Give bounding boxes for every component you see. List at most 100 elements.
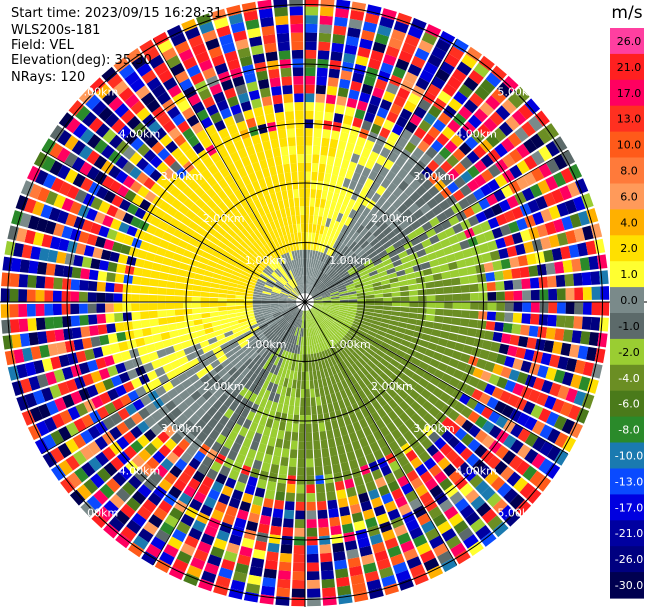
velocity-gate — [163, 544, 179, 558]
velocity-gate — [133, 329, 144, 339]
velocity-gate — [486, 282, 496, 292]
velocity-gate — [434, 315, 444, 323]
velocity-gate — [403, 225, 414, 235]
velocity-gate — [445, 253, 456, 263]
velocity-gate — [421, 437, 433, 450]
range-ring-label: 5.00km — [77, 86, 119, 99]
velocity-gate — [432, 322, 443, 330]
velocity-gate — [288, 466, 297, 476]
velocity-gate — [289, 6, 303, 16]
velocity-gate — [293, 288, 300, 296]
velocity-gate — [461, 433, 474, 447]
velocity-gate — [237, 337, 247, 345]
velocity-gate — [105, 293, 114, 302]
velocity-gate — [423, 61, 439, 76]
range-ring-label: 3.00km — [413, 422, 455, 435]
velocity-gate — [374, 476, 387, 489]
velocity-gate — [495, 415, 509, 429]
velocity-gate — [305, 284, 308, 294]
velocity-gate — [245, 583, 261, 594]
velocity-gate — [320, 290, 329, 295]
velocity-gate — [426, 365, 437, 375]
velocity-gate — [195, 226, 206, 236]
velocity-gate — [271, 174, 279, 185]
velocity-gate — [332, 401, 340, 412]
velocity-gate — [375, 349, 386, 358]
velocity-gate — [544, 395, 557, 410]
velocity-gate — [481, 486, 496, 501]
velocity-gate — [371, 192, 381, 203]
velocity-gate — [404, 329, 415, 337]
velocity-gate — [278, 318, 286, 326]
velocity-gate — [379, 322, 390, 329]
velocity-gate — [79, 315, 89, 326]
velocity-gate — [300, 223, 305, 233]
velocity-gate — [453, 441, 467, 455]
velocity-gate — [547, 428, 561, 444]
velocity-gate — [174, 309, 184, 316]
velocity-gate — [216, 434, 227, 446]
velocity-gate — [305, 171, 311, 181]
velocity-gate — [218, 289, 228, 294]
velocity-gate — [140, 394, 152, 407]
velocity-gate — [201, 286, 211, 292]
velocity-gate — [548, 205, 561, 220]
velocity-gate — [397, 168, 409, 180]
velocity-gate — [211, 183, 223, 194]
velocity-gate — [210, 111, 223, 124]
velocity-gate — [341, 323, 351, 331]
velocity-gate — [385, 349, 396, 359]
velocity-gate — [110, 375, 123, 387]
velocity-gate — [205, 265, 216, 273]
velocity-gate — [189, 358, 200, 368]
velocity-gate — [307, 267, 311, 276]
velocity-gate — [222, 513, 236, 526]
velocity-gate — [214, 501, 228, 514]
velocity-gate — [252, 209, 261, 219]
velocity-gate — [176, 521, 191, 535]
velocity-gate — [280, 291, 289, 296]
velocity-gate — [336, 232, 344, 242]
velocity-gate — [146, 224, 158, 235]
velocity-gate — [168, 566, 185, 580]
velocity-gate — [159, 521, 175, 536]
velocity-gate — [415, 276, 426, 284]
velocity-gate — [294, 318, 299, 327]
velocity-gate — [132, 276, 142, 285]
velocity-gate — [103, 462, 118, 477]
velocity-gate — [399, 108, 413, 121]
velocity-gate — [280, 276, 288, 284]
velocity-gate — [287, 334, 293, 343]
velocity-gate — [448, 358, 460, 369]
velocity-gate — [154, 464, 169, 478]
velocity-gate — [74, 467, 89, 483]
velocity-gate — [186, 384, 197, 396]
velocity-gate — [224, 174, 235, 186]
velocity-gate — [245, 145, 256, 156]
velocity-gate — [305, 15, 318, 25]
velocity-gate — [260, 585, 275, 596]
velocity-gate — [581, 316, 592, 330]
velocity-gate — [560, 342, 572, 357]
velocity-gate — [258, 387, 266, 398]
velocity-gate — [271, 273, 279, 280]
velocity-gate — [248, 201, 257, 212]
velocity-gate — [199, 504, 213, 517]
velocity-gate — [222, 197, 233, 208]
velocity-gate — [339, 297, 349, 300]
velocity-gate — [215, 159, 226, 171]
velocity-gate — [448, 332, 459, 342]
velocity-gate — [425, 228, 437, 238]
velocity-gate — [271, 86, 282, 96]
velocity-gate — [267, 319, 276, 326]
velocity-gate — [448, 46, 465, 61]
velocity-gate — [437, 256, 448, 265]
velocity-gate — [526, 253, 537, 265]
velocity-gate — [130, 440, 144, 454]
velocity-gate — [279, 465, 288, 475]
velocity-gate — [103, 500, 119, 516]
velocity-gate — [288, 224, 294, 234]
velocity-gate — [339, 506, 351, 517]
velocity-gate — [225, 419, 236, 431]
velocity-gate — [310, 336, 315, 346]
